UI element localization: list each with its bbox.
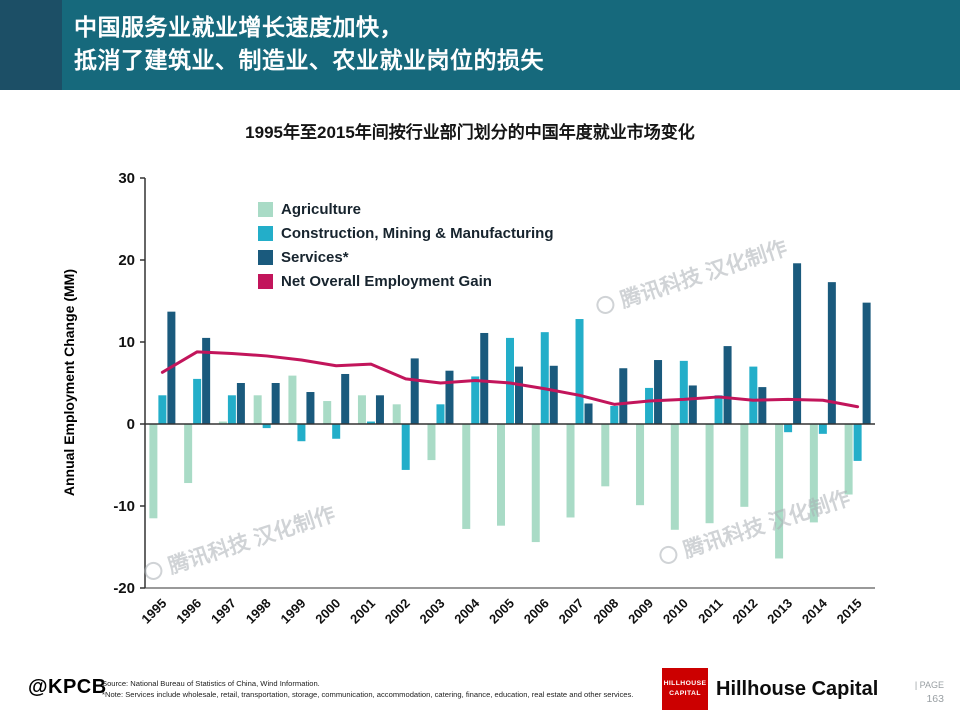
svg-text:2011: 2011 xyxy=(695,596,726,627)
svg-text:2012: 2012 xyxy=(729,596,760,627)
svg-text:2009: 2009 xyxy=(625,596,656,627)
agriculture-swatch-icon xyxy=(258,202,273,217)
hillhouse-brand-name: Hillhouse Capital xyxy=(716,678,879,700)
legend-label: Agriculture xyxy=(281,201,362,218)
source-note: Source: National Bureau of Statistics of… xyxy=(102,678,650,700)
header-band: 中国服务业就业增长速度加快， 抵消了建筑业、制造业、农业就业岗位的损失 xyxy=(0,0,960,90)
y-axis-title: Annual Employment Change (MM) xyxy=(61,269,77,497)
source-line2: *Note: Services include wholesale, retai… xyxy=(102,690,634,699)
svg-text:2015: 2015 xyxy=(834,596,865,627)
net-gain-swatch-icon xyxy=(258,274,273,289)
page-label: | PAGE xyxy=(914,680,944,690)
employment-chart: 1995 1996 1997 1998 1999 2000 2001 2002 2003 2004… xyxy=(113,170,875,627)
svg-text:2002: 2002 xyxy=(382,596,413,627)
svg-text:2013: 2013 xyxy=(764,596,795,627)
page-number: 163 xyxy=(926,693,944,705)
construction-swatch-icon xyxy=(258,226,273,241)
slide-title-line2: 抵消了建筑业、制造业、农业就业岗位的损失 xyxy=(74,47,544,74)
chart-legend: Agriculture Construction, Mining & Manuf… xyxy=(258,201,553,297)
legend-label: Services* xyxy=(281,249,349,266)
header-accent-block xyxy=(0,0,62,90)
svg-text:2008: 2008 xyxy=(590,596,621,627)
svg-text:2003: 2003 xyxy=(417,596,448,627)
svg-text:2007: 2007 xyxy=(556,596,587,627)
kpcb-logo: @KPCB xyxy=(28,676,107,698)
chart-title: 1995年至2015年间按行业部门划分的中国年度就业市场变化 xyxy=(245,123,695,142)
svg-text:20: 20 xyxy=(118,252,135,269)
svg-text:0: 0 xyxy=(127,416,135,433)
svg-text:2010: 2010 xyxy=(660,596,691,627)
svg-text:-10: -10 xyxy=(113,498,135,515)
hillhouse-logo: HILLHOUSE CAPITAL xyxy=(662,668,708,710)
legend-label: Construction, Mining & Manufacturing xyxy=(281,225,554,242)
svg-text:2014: 2014 xyxy=(799,595,831,627)
svg-text:2000: 2000 xyxy=(312,596,343,627)
svg-text:1999: 1999 xyxy=(277,596,308,627)
slide-title: 中国服务业就业增长速度加快， 抵消了建筑业、制造业、农业就业岗位的损失 xyxy=(74,11,544,78)
legend-item-agriculture: Agriculture xyxy=(258,201,553,218)
slide-title-line1: 中国服务业就业增长速度加快， xyxy=(74,14,403,40)
svg-text:2005: 2005 xyxy=(486,596,517,627)
svg-text:2004: 2004 xyxy=(451,595,483,627)
legend-label: Net Overall Employment Gain xyxy=(281,273,492,290)
legend-item-services: Services* xyxy=(258,249,553,266)
svg-text:30: 30 xyxy=(118,170,135,187)
source-line1: Source: National Bureau of Statistics of… xyxy=(102,679,320,688)
svg-text:1995: 1995 xyxy=(138,596,169,627)
svg-text:1996: 1996 xyxy=(173,596,204,627)
svg-text:2001: 2001 xyxy=(347,596,378,627)
svg-text:2006: 2006 xyxy=(521,596,552,627)
svg-text:-20: -20 xyxy=(113,580,135,597)
svg-text:10: 10 xyxy=(118,334,135,351)
legend-item-net-gain: Net Overall Employment Gain xyxy=(258,273,553,290)
legend-item-construction: Construction, Mining & Manufacturing xyxy=(258,225,553,242)
svg-text:1997: 1997 xyxy=(208,596,239,627)
svg-text:1998: 1998 xyxy=(243,596,274,627)
services-swatch-icon xyxy=(258,250,273,265)
